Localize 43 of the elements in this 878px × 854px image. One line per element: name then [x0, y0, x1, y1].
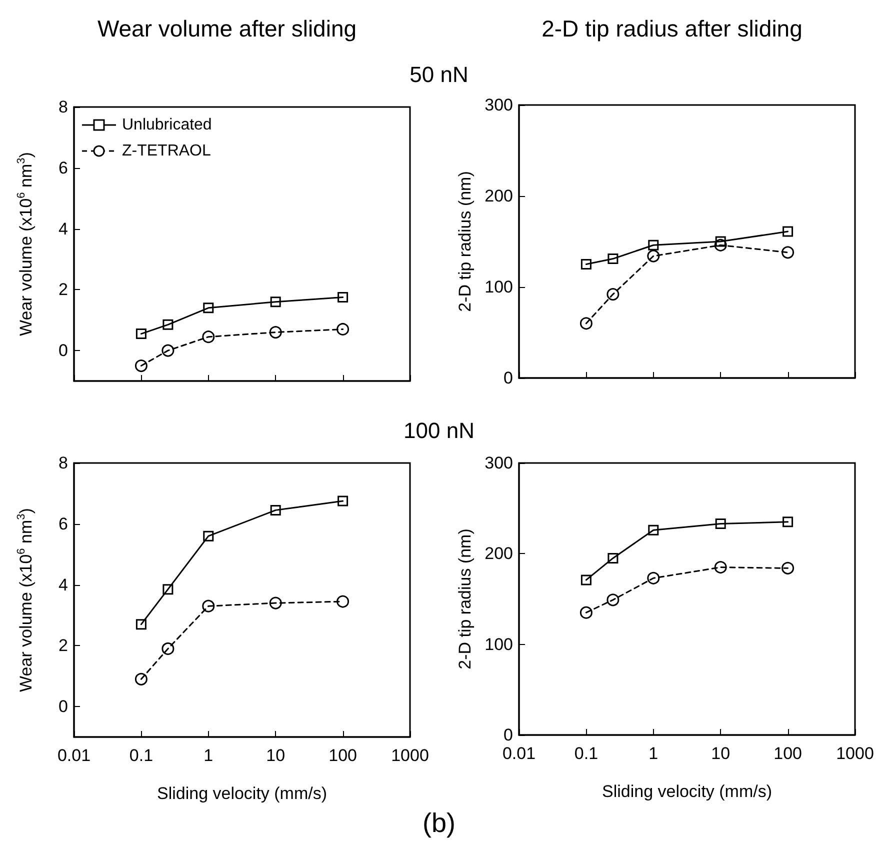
- y-axis-title: 2-D tip radius (nm): [456, 171, 475, 312]
- y-tick-label: 100: [484, 634, 513, 654]
- y-tick-label: 8: [58, 98, 68, 116]
- x-tick-label: 0.1: [129, 746, 154, 765]
- x-tick-label: 0.01: [57, 746, 91, 765]
- y-tick-label: 0: [58, 341, 68, 360]
- y-tick-label: 4: [58, 219, 68, 238]
- y-tick-label: 0: [504, 368, 513, 388]
- y-tick-label: 2: [58, 636, 68, 656]
- y-tick-label: 300: [484, 96, 513, 114]
- x-tick-label: 10: [711, 744, 730, 763]
- y-tick-label: 6: [58, 158, 68, 178]
- x-tick-label: 1: [204, 746, 214, 765]
- y-axis-title: 2-D tip radius (nm): [456, 528, 475, 670]
- x-tick-label: 10: [266, 746, 286, 765]
- y-tick-label: 200: [484, 544, 513, 564]
- x-tick-label: 1: [648, 744, 658, 763]
- text: 100 nN: [404, 418, 474, 444]
- chart-title: Wear volume after sliding: [97, 16, 357, 42]
- x-tick-label: 0.01: [502, 744, 536, 763]
- y-tick-label: 200: [484, 186, 513, 206]
- y-tick-label: 100: [484, 278, 513, 296]
- legend-label: Z-TETRAOL: [122, 142, 211, 160]
- y-tick-label: 300: [484, 454, 513, 472]
- y-axis-title: Wear volume (x106 nm3): [16, 508, 36, 692]
- y-axis-title: Wear volume (x106 nm3): [16, 152, 36, 336]
- x-tick-label: 1000: [836, 744, 874, 763]
- x-axis-title: Sliding velocity (mm/s): [602, 782, 772, 801]
- y-tick-label: 0: [504, 726, 513, 744]
- legend-label: Unlubricated: [122, 116, 212, 134]
- y-tick-label: 0: [58, 697, 68, 716]
- y-tick-label: 8: [58, 454, 68, 472]
- x-tick-label: 0.1: [574, 744, 598, 763]
- x-tick-label: 100: [774, 744, 802, 763]
- y-tick-label: 4: [58, 575, 68, 594]
- text: (b): [422, 808, 456, 839]
- chart-title: 2-D tip radius after sliding: [542, 16, 802, 42]
- x-tick-label: 1000: [391, 746, 429, 765]
- x-axis-title: Sliding velocity (mm/s): [156, 784, 328, 803]
- text: 50 nN: [410, 62, 468, 88]
- y-tick-label: 2: [58, 280, 68, 300]
- x-tick-label: 100: [328, 746, 357, 765]
- y-tick-label: 6: [58, 514, 68, 534]
